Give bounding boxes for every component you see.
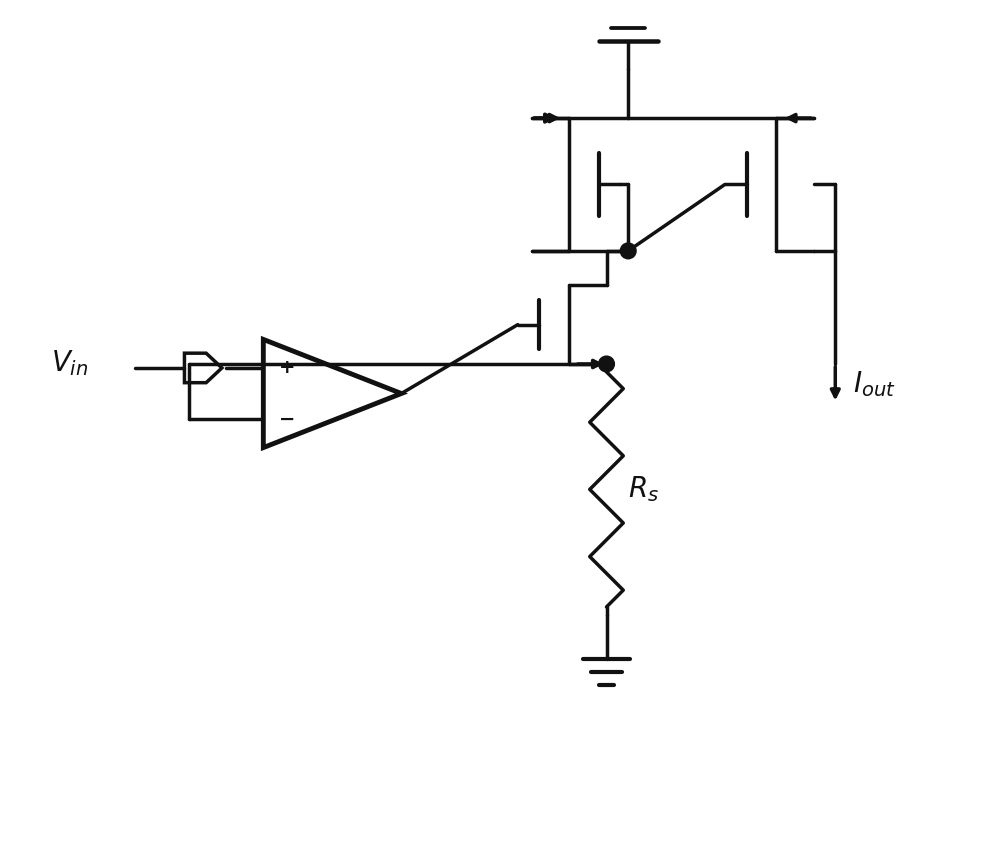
Text: −: − bbox=[279, 410, 295, 428]
Text: $R_s$: $R_s$ bbox=[628, 475, 659, 505]
Text: $I_{out}$: $I_{out}$ bbox=[853, 369, 896, 399]
Circle shape bbox=[620, 243, 636, 259]
Text: $V_{in}$: $V_{in}$ bbox=[51, 349, 89, 378]
Circle shape bbox=[599, 356, 614, 372]
Text: +: + bbox=[279, 359, 295, 377]
